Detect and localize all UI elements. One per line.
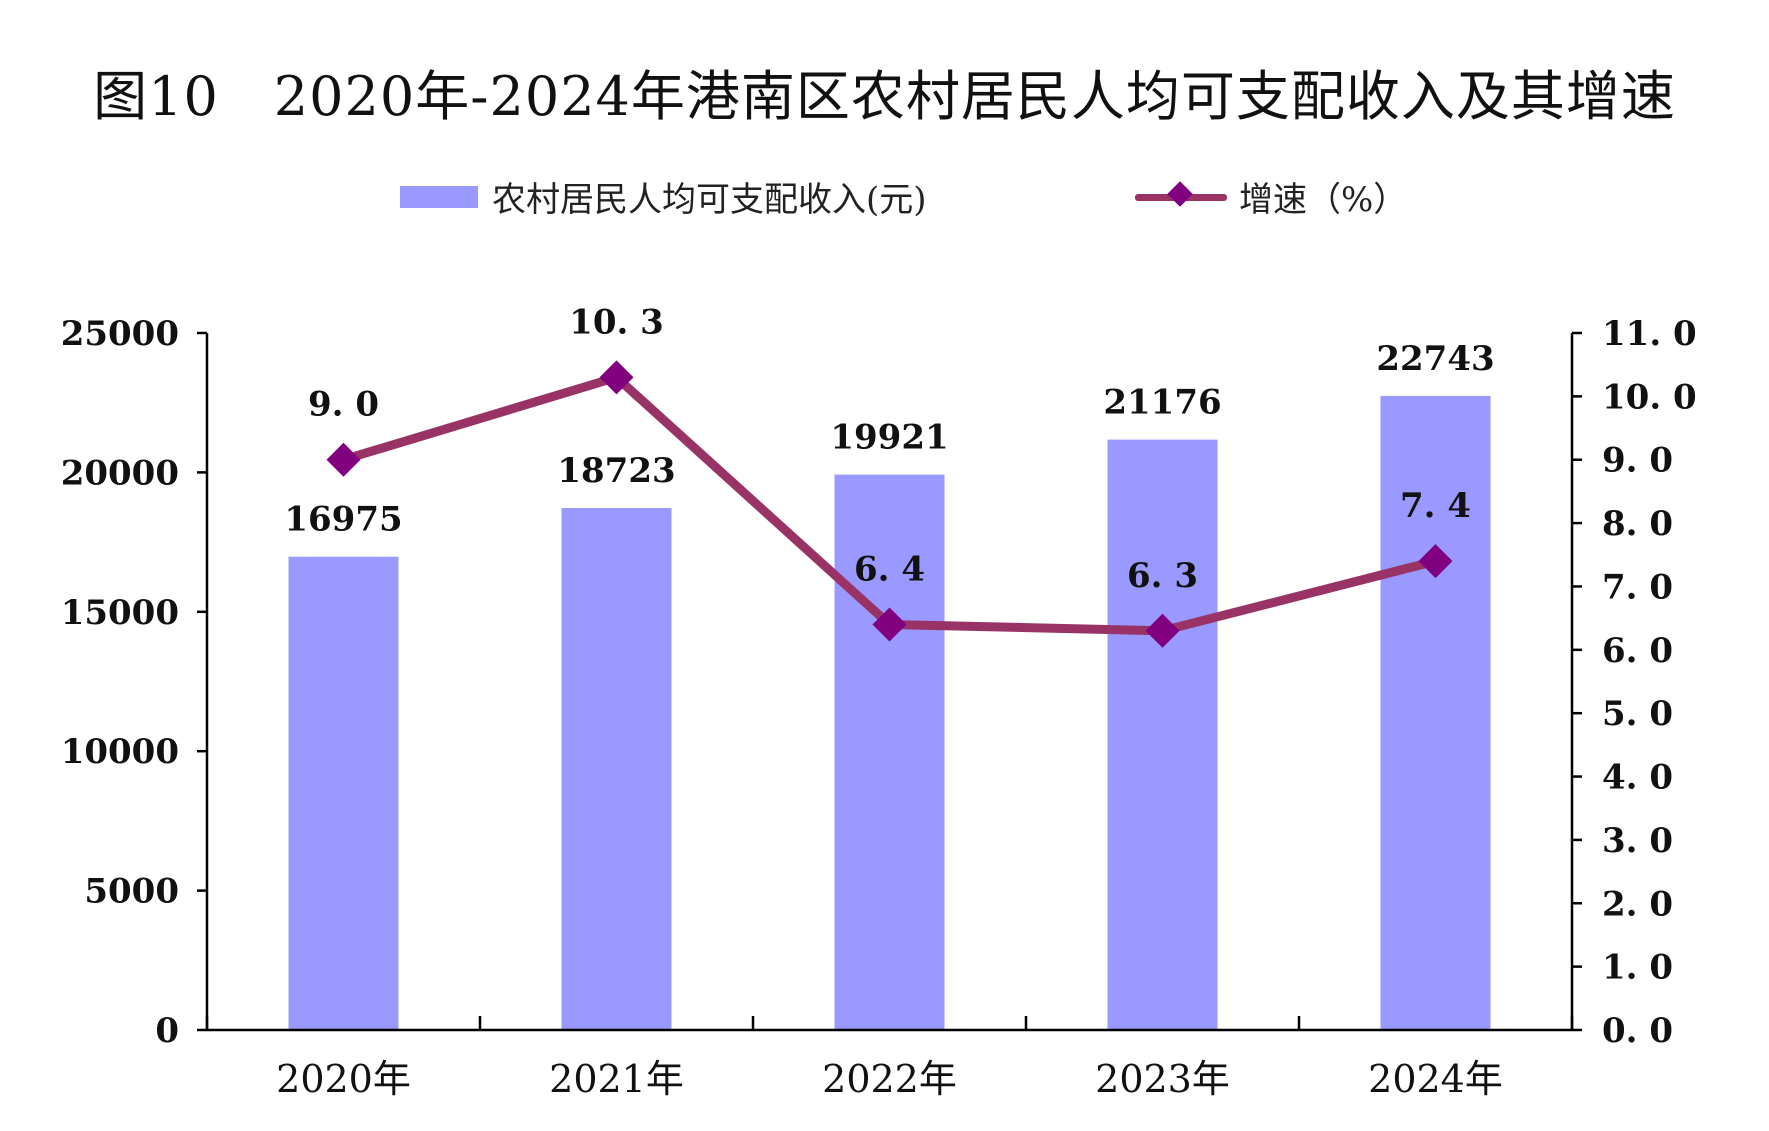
x-tick-label: 2023年 (1095, 1057, 1230, 1101)
y-left-tick-label: 25000 (61, 314, 179, 354)
y-right-tick-label: 3. 0 (1602, 821, 1673, 861)
x-tick-label: 2020年 (276, 1057, 411, 1101)
x-tick-label: 2021年 (549, 1057, 684, 1101)
y-left-tick-label: 20000 (61, 453, 179, 493)
bar-4 (1380, 395, 1491, 1030)
growth-value-label: 7. 4 (1400, 486, 1471, 526)
chart-title: 图10 2020年-2024年港南区农村居民人均可支配收入及其增速 (93, 65, 1676, 128)
bar-value-label: 19921 (830, 418, 948, 458)
y-right-tick-label: 9. 0 (1602, 441, 1673, 481)
x-tick-label: 2024年 (1368, 1057, 1503, 1101)
y-right-tick-label: 7. 0 (1602, 567, 1673, 607)
bar-1 (561, 508, 672, 1030)
y-right-tick-label: 5. 0 (1602, 694, 1673, 734)
bar-value-label: 21176 (1103, 383, 1221, 423)
y-right-tick-label: 1. 0 (1602, 948, 1673, 988)
growth-value-label: 6. 4 (854, 549, 925, 589)
bar-value-label: 16975 (284, 500, 402, 540)
growth-point-3 (1145, 613, 1180, 648)
growth-value-label: 10. 3 (569, 302, 664, 342)
y-left-tick-label: 0 (155, 1011, 179, 1051)
bar-value-label: 18723 (557, 451, 675, 491)
y-right-tick-label: 6. 0 (1602, 631, 1673, 671)
growth-point-1 (599, 360, 634, 395)
legend-bar-swatch (400, 185, 478, 208)
y-right-tick-label: 2. 0 (1602, 884, 1673, 924)
y-right-tick-label: 4. 0 (1602, 758, 1673, 798)
growth-point-2 (872, 607, 907, 642)
y-right-tick-label: 0. 0 (1602, 1011, 1673, 1051)
bar-value-label: 22743 (1376, 339, 1494, 379)
growth-value-label: 6. 3 (1127, 556, 1198, 596)
growth-point-4 (1418, 544, 1453, 579)
growth-value-label: 9. 0 (308, 385, 379, 425)
legend-item-income: 农村居民人均可支配收入(元) (400, 172, 927, 221)
growth-point-0 (326, 442, 361, 477)
legend-line-swatch (1135, 180, 1227, 208)
bar-2 (834, 474, 945, 1030)
x-tick-label: 2022年 (822, 1057, 957, 1101)
y-right-tick-label: 10. 0 (1602, 377, 1697, 417)
legend: 农村居民人均可支配收入(元) 增速（%） (0, 172, 1769, 232)
y-right-tick-label: 11. 0 (1602, 314, 1697, 354)
bar-3 (1107, 439, 1218, 1030)
legend-growth-label: 增速（%） (1239, 180, 1408, 220)
bar-0 (288, 556, 399, 1030)
y-left-tick-label: 5000 (84, 872, 179, 912)
y-left-tick-label: 15000 (61, 593, 179, 633)
legend-income-label: 农村居民人均可支配收入(元) (492, 180, 927, 220)
y-left-tick-label: 10000 (61, 732, 179, 772)
y-right-tick-label: 8. 0 (1602, 504, 1673, 544)
legend-item-growth: 增速（%） (1135, 172, 1407, 221)
